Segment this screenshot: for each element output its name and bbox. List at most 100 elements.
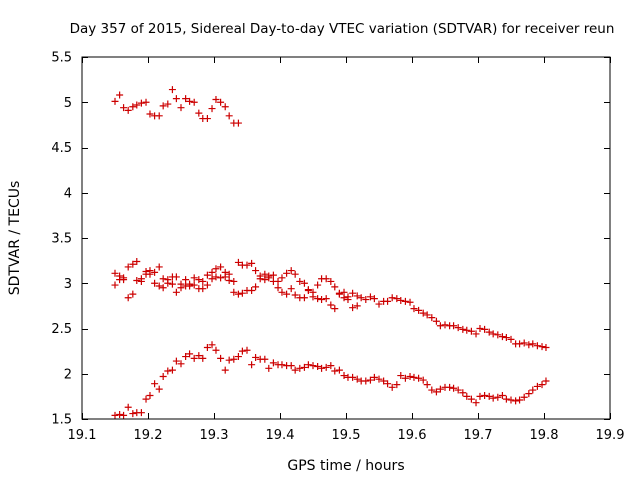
data-point	[415, 306, 423, 314]
data-point	[278, 274, 286, 282]
data-point	[234, 258, 242, 266]
data-point	[393, 381, 401, 389]
data-point	[234, 119, 242, 127]
data-point	[349, 373, 357, 381]
data-point	[151, 268, 159, 276]
y-tick-label: 2	[64, 367, 72, 382]
data-point	[450, 322, 458, 330]
data-point	[221, 103, 229, 111]
data-point	[384, 380, 392, 388]
data-point	[116, 91, 124, 99]
series-upper	[111, 86, 242, 127]
data-point	[516, 340, 524, 348]
data-point	[252, 353, 260, 361]
data-point	[261, 276, 269, 284]
data-point	[357, 294, 365, 302]
data-point	[525, 341, 533, 349]
data-point	[507, 335, 515, 343]
y-tick-label: 5.5	[51, 51, 72, 66]
data-point	[195, 352, 203, 360]
data-point	[502, 334, 510, 342]
data-point	[203, 271, 211, 279]
data-point	[481, 325, 489, 333]
data-point	[538, 343, 546, 351]
data-point	[111, 281, 119, 289]
data-point	[370, 295, 378, 303]
data-point	[485, 328, 493, 336]
data-point	[401, 374, 409, 382]
data-point	[410, 373, 418, 381]
data-point	[428, 314, 436, 322]
data-point	[419, 309, 427, 317]
data-point	[243, 261, 251, 269]
data-point	[182, 95, 190, 103]
plot-frame	[81, 56, 611, 420]
data-point	[116, 410, 124, 418]
data-point	[186, 282, 194, 290]
data-point	[309, 362, 317, 370]
data-point	[146, 391, 154, 399]
data-point	[481, 391, 489, 399]
data-point	[423, 381, 431, 389]
data-point	[212, 346, 220, 354]
data-point	[230, 277, 238, 285]
axis-ticks: 19.1 19.2 19.3 19.4 19.5 19.6 19.7 19.8 19.9 1.5 2…	[51, 51, 624, 444]
data-point	[314, 281, 322, 289]
data-point	[243, 346, 251, 354]
data-point	[432, 388, 440, 396]
y-axis-label: SDTVAR / TECUs	[7, 181, 23, 296]
data-point	[291, 291, 299, 299]
data-point	[283, 290, 291, 298]
data-point	[248, 361, 256, 369]
data-point	[199, 285, 207, 293]
data-point	[208, 275, 216, 283]
data-point	[129, 260, 137, 268]
data-point	[362, 377, 370, 385]
data-point	[463, 392, 471, 400]
data-point	[217, 98, 225, 106]
data-point	[168, 280, 176, 288]
y-tick-label: 1.5	[51, 413, 72, 428]
data-point	[137, 99, 145, 107]
data-point	[137, 275, 145, 283]
data-point	[375, 300, 383, 308]
data-point	[203, 281, 211, 289]
data-point	[309, 293, 317, 301]
data-point	[116, 276, 124, 284]
data-point	[195, 276, 203, 284]
data-point	[291, 270, 299, 278]
data-point	[489, 330, 497, 338]
data-point	[542, 377, 550, 385]
series-middle-b	[111, 267, 550, 352]
x-axis-label: GPS time / hours	[287, 458, 404, 474]
data-point	[190, 274, 198, 282]
data-point	[182, 276, 190, 284]
data-point	[436, 322, 444, 330]
data-point	[199, 354, 207, 362]
data-point	[230, 355, 238, 363]
data-point	[124, 294, 132, 302]
data-point	[322, 363, 330, 371]
data-point	[327, 301, 335, 309]
data-point	[331, 283, 339, 291]
data-point	[344, 293, 352, 301]
x-tick-label: 19.2	[134, 428, 163, 443]
data-point	[217, 263, 225, 271]
data-point	[318, 296, 326, 304]
data-point	[327, 362, 335, 370]
data-point	[335, 290, 343, 298]
data-point	[410, 305, 418, 313]
data-point	[428, 386, 436, 394]
y-tick-label: 2.5	[51, 322, 72, 337]
data-point	[124, 263, 132, 271]
data-point	[133, 258, 141, 266]
data-point	[111, 97, 119, 105]
data-point	[380, 377, 388, 385]
data-point	[155, 112, 163, 120]
data-point	[287, 267, 295, 275]
data-point	[375, 375, 383, 383]
data-point	[159, 275, 167, 283]
x-tick-label: 19.7	[464, 428, 493, 443]
data-point	[327, 277, 335, 285]
data-point	[512, 397, 520, 405]
